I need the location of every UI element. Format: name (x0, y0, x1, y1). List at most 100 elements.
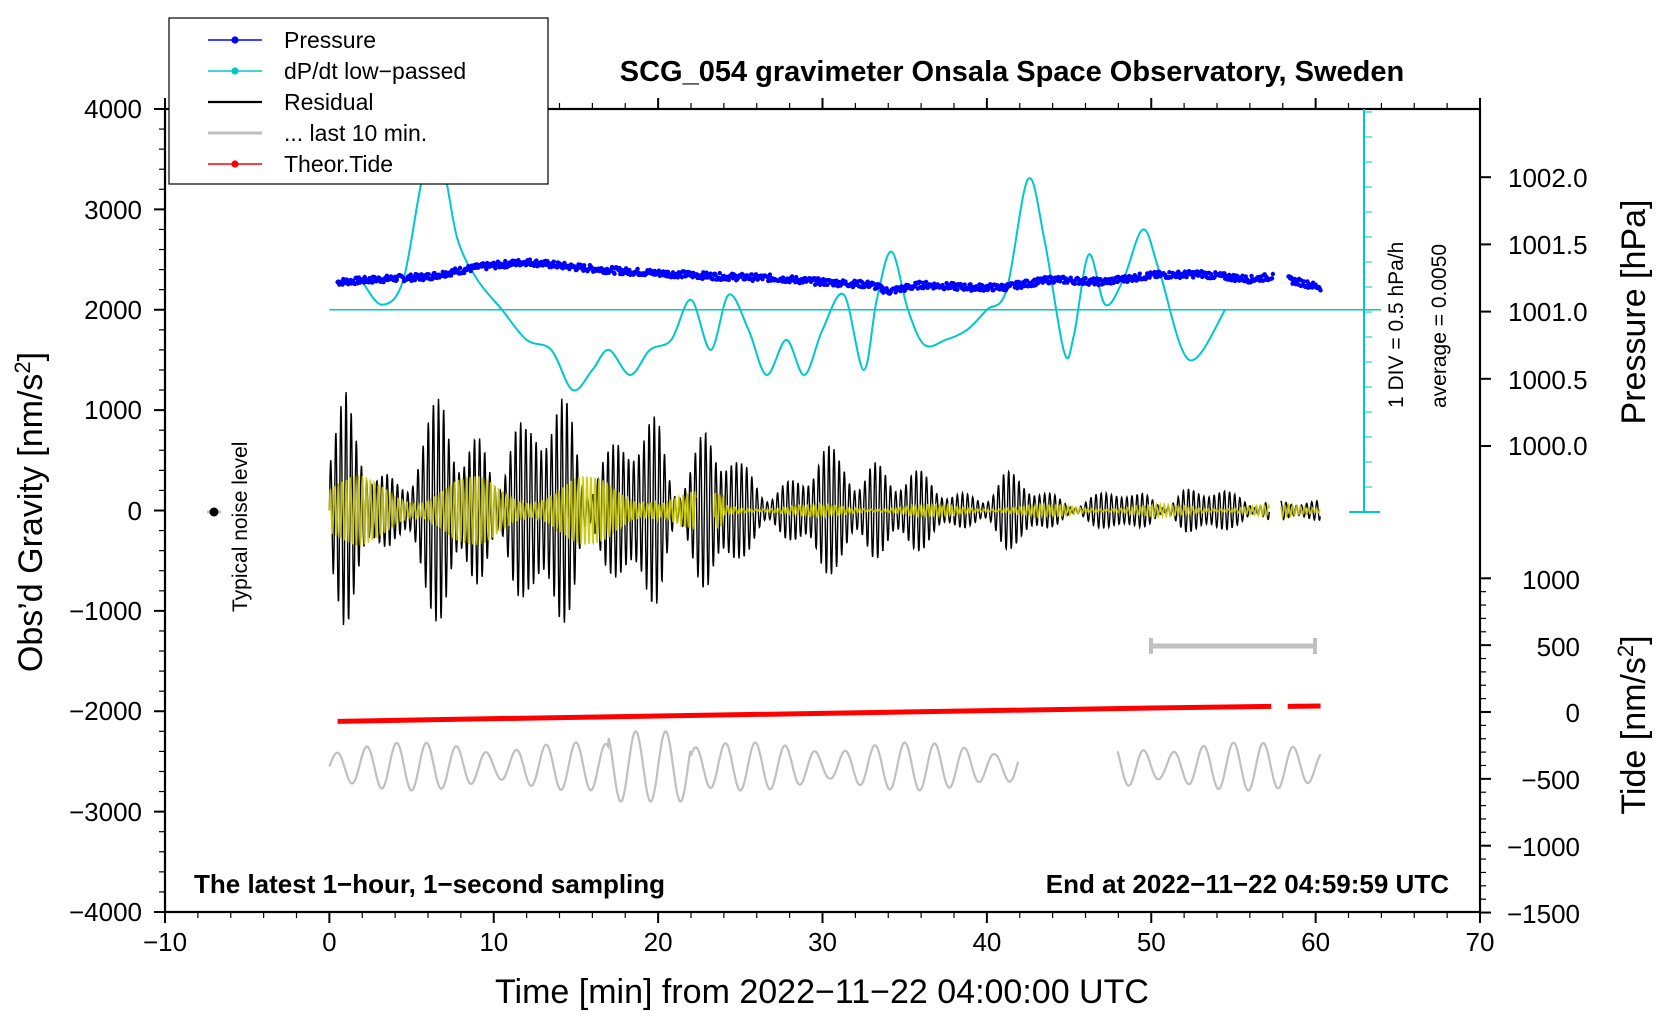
legend-label: ... last 10 min. (284, 120, 427, 146)
y-tick-label: 0 (128, 496, 142, 526)
last-10-min-line (328, 729, 1322, 803)
y-tick-label: 4000 (84, 94, 142, 124)
pressure-point (717, 270, 722, 276)
pressure-point (944, 280, 949, 286)
pressure-point (527, 257, 533, 262)
pressure-point (1167, 270, 1172, 275)
pressure-point (426, 272, 432, 277)
div-label: 1 DIV = 0.5 hPa/h (1385, 242, 1408, 408)
pressure-point (955, 287, 960, 292)
pressure-point (767, 272, 773, 277)
tide-tick-label: 0 (1566, 698, 1580, 728)
pressure-point (713, 272, 718, 278)
pressure-point (612, 271, 617, 276)
pressure-point (865, 279, 870, 284)
pressure-point (1049, 275, 1055, 280)
pressure-point (682, 269, 687, 274)
dpdt-scale-bar (1349, 109, 1380, 513)
pressure-tick-label: 1001.5 (1508, 230, 1588, 260)
legend-label: Residual (284, 89, 374, 115)
legend-label: Pressure (284, 27, 376, 53)
end-time-note: End at 2022−11−22 04:59:59 UTC (1046, 869, 1449, 899)
pressure-point (1227, 272, 1232, 278)
legend: Pressure dP/dt low−passed Residual ... l… (168, 17, 549, 185)
pressure-point (752, 276, 757, 281)
y-tick-label: 1000 (84, 395, 142, 425)
x-axis-ticks: −10 0 10 20 30 40 50 60 70 (143, 927, 1495, 957)
pressure-point (787, 279, 792, 285)
pressure-point (962, 282, 967, 287)
x-tick-label: 70 (1466, 927, 1495, 957)
y-axis-title-tide: Tide [nm/s2] (1613, 635, 1653, 814)
tide-title-end: ] (1615, 635, 1653, 644)
pressure-point (394, 277, 399, 283)
pressure-point (384, 273, 390, 279)
y-axis-title-end: ] (12, 352, 50, 361)
ten-minute-bar (1149, 638, 1317, 654)
y-axis-title-superscript: 2 (10, 361, 35, 373)
y-tick-label: −3000 (69, 797, 142, 827)
pressure-point (421, 277, 427, 282)
x-tick-label: 40 (972, 927, 1001, 957)
pressure-tick-label: 1002.0 (1508, 163, 1588, 193)
y-axis-title-pressure: Pressure [hPa] (1615, 200, 1653, 425)
pressure-point (429, 276, 435, 282)
pressure-point (1270, 271, 1276, 277)
pressure-point (780, 275, 786, 280)
pressure-point (1083, 275, 1088, 281)
pressure-point (1019, 285, 1024, 290)
pressure-tick-label: 1000.5 (1508, 365, 1588, 395)
x-tick-label: 60 (1301, 927, 1330, 957)
legend-label: dP/dt low−passed (284, 58, 466, 84)
x-axis-title: Time [min] from 2022−11−22 04:00:00 UTC (495, 973, 1149, 1011)
pressure-point (1072, 281, 1078, 287)
pressure-point (448, 273, 454, 278)
tide-title-superscript: 2 (1613, 645, 1638, 657)
last-10-min-series (328, 729, 1322, 803)
sampling-note: The latest 1−hour, 1−second sampling (194, 869, 665, 899)
y-tick-label: 3000 (84, 195, 142, 225)
pressure-point (1269, 276, 1275, 281)
pressure-point (1318, 288, 1323, 293)
y-tick-label: 2000 (84, 295, 142, 325)
pressure-point (726, 277, 732, 283)
pressure-point (978, 287, 983, 293)
x-tick-label: −10 (143, 927, 187, 957)
pressure-tick-label: 1000.0 (1508, 431, 1588, 461)
pressure-point (440, 269, 445, 275)
pressure-point (484, 266, 489, 272)
pressure-point (457, 265, 463, 271)
pressure-point (991, 287, 996, 293)
y-tick-label: −1000 (69, 596, 142, 626)
legend-pressure-marker (231, 36, 239, 44)
pressure-point (1301, 279, 1307, 284)
pressure-point (1096, 282, 1101, 288)
pressure-point (551, 259, 556, 264)
pressure-series (335, 257, 1323, 296)
pressure-point (968, 282, 973, 287)
pressure-point (1240, 273, 1245, 278)
pressure-point (825, 282, 830, 288)
y-tick-label: −2000 (69, 696, 142, 726)
average-label: average = 0.0050 (1428, 244, 1451, 408)
pressure-point (710, 277, 716, 282)
x-tick-label: 0 (322, 927, 336, 957)
y-axis-gravity-labels: 4000 3000 2000 1000 0 −1000 −2000 −3000 … (69, 94, 142, 927)
pressure-point (708, 271, 713, 276)
dpdt-line (361, 156, 1227, 392)
tide-tick-label: −500 (1521, 765, 1580, 795)
y-axis-title-gravity: Obs’d Gravity [nm/s2] (10, 352, 50, 672)
legend-label: Theor.Tide (284, 151, 393, 177)
pressure-point (679, 274, 685, 280)
y-tick-label: −4000 (69, 897, 142, 927)
noise-level-label: Typical noise level (229, 442, 252, 612)
theor-tide-series (337, 703, 1321, 724)
pressure-point (800, 280, 805, 285)
noise-level-marker: Typical noise level (207, 442, 252, 612)
tide-tick-label: 500 (1537, 632, 1580, 662)
tide-tick-label: 1000 (1522, 565, 1580, 595)
y-axis-tide-labels: 1000 500 0 −500 −1000 −1500 (1507, 565, 1580, 929)
pressure-point (635, 266, 640, 272)
pressure-point (813, 282, 819, 287)
